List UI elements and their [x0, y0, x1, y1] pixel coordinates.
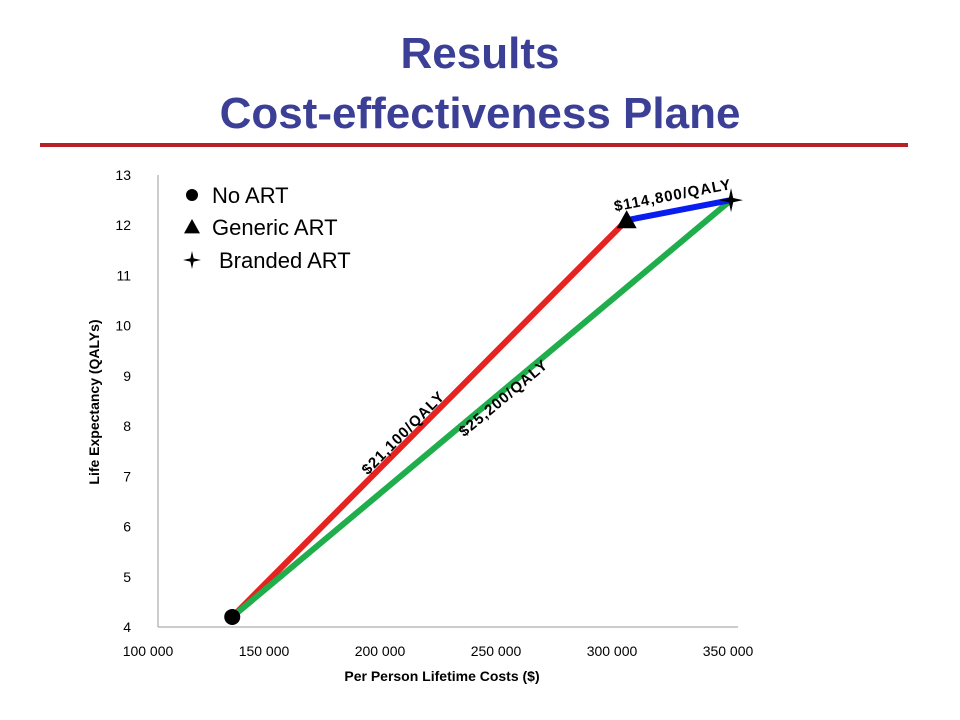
- x-tick-label: 250 000: [471, 643, 522, 659]
- icer-label: $25,200/QALY: [456, 356, 552, 440]
- generic-vs-no-art-line: [229, 217, 630, 620]
- legend-circle-icon: [186, 189, 198, 201]
- y-tick-label: 9: [123, 368, 131, 384]
- x-tick-label: 150 000: [239, 643, 290, 659]
- y-axis-label: Life Expectancy (QALYs): [86, 319, 102, 484]
- legend-entry-label: Generic ART: [212, 215, 338, 240]
- legend-star-icon: [183, 251, 201, 269]
- legend-entry-label: Branded ART: [219, 248, 351, 273]
- x-tick-label: 300 000: [587, 643, 638, 659]
- y-tick-label: 10: [115, 318, 131, 334]
- icer-label: $21,100/QALY: [358, 388, 448, 478]
- y-tick-label: 13: [115, 167, 131, 183]
- chart-axes: 4 5 6 7 8 9 10 11 12 13 100 000 150 000 200 000 250 0…: [86, 167, 754, 684]
- branded-vs-no-art-line: [229, 197, 735, 620]
- no-art-point: [224, 608, 241, 625]
- legend-entry-label: No ART: [212, 183, 289, 208]
- y-tick-label: 6: [123, 519, 131, 535]
- y-tick-label: 4: [123, 619, 131, 635]
- chart-slope-labels: $21,100/QALY $25,200/QALY$114,800/QALY: [358, 176, 732, 478]
- slide-title-line2: Cost-effectiveness Plane: [219, 89, 741, 138]
- x-tick-label: 100 000: [123, 643, 174, 659]
- x-tick-label: 200 000: [355, 643, 406, 659]
- title-divider: [40, 143, 908, 147]
- chart-lines: [229, 197, 735, 620]
- y-tick-label: 11: [116, 267, 131, 283]
- chart-points: [224, 188, 744, 625]
- generic-art-point: [616, 210, 637, 229]
- branded-art-point: [719, 188, 744, 213]
- x-tick-label: 350 000: [703, 643, 754, 659]
- legend-triangle-icon: [184, 219, 200, 234]
- branded-vs-generic-line: [623, 197, 735, 224]
- slide-title-line1: Results: [400, 29, 560, 78]
- y-tick-label: 8: [123, 418, 131, 434]
- chart-legend: No ART Generic ART Branded ART: [183, 183, 351, 273]
- y-tick-label: 12: [115, 217, 131, 233]
- x-axis-label: Per Person Lifetime Costs ($): [344, 668, 539, 684]
- y-tick-label: 5: [123, 569, 131, 585]
- y-tick-label: 7: [123, 468, 131, 484]
